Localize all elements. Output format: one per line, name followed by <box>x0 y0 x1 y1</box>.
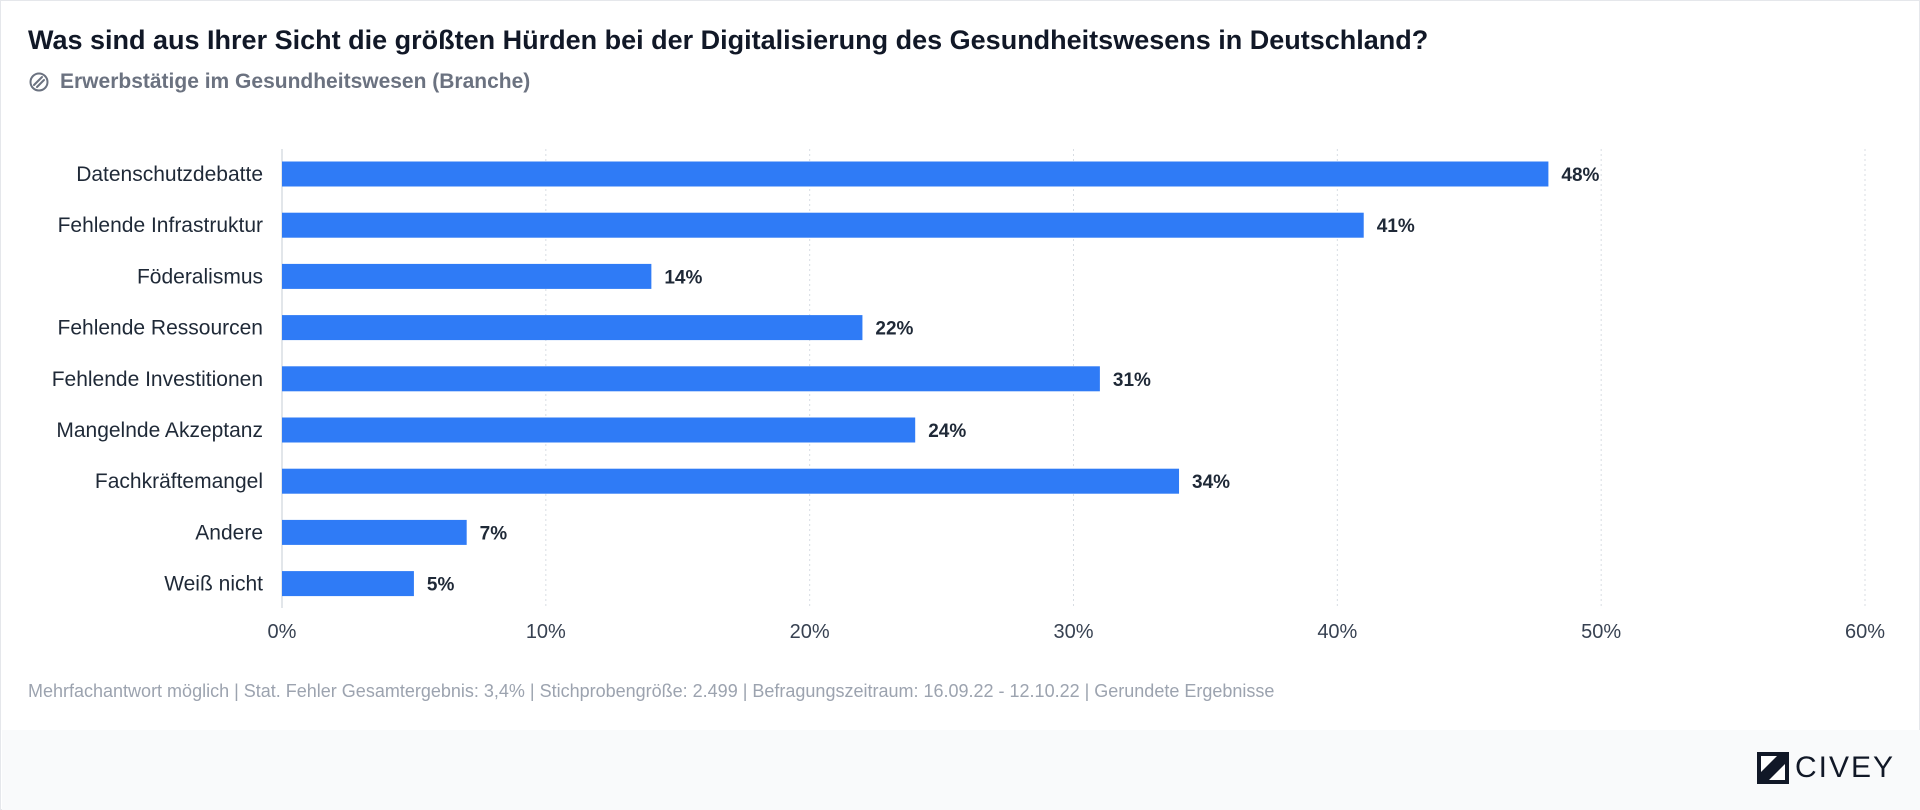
value-label: 41% <box>1377 216 1415 237</box>
value-label: 24% <box>928 421 966 442</box>
category-label: Mangelnde Akzeptanz <box>56 419 263 442</box>
category-label: Fachkräftemangel <box>95 470 263 493</box>
x-tick-label: 30% <box>1053 621 1093 643</box>
segment-icon <box>29 72 49 92</box>
value-label: 22% <box>875 319 913 340</box>
subtitle-row: Erwerbstätige im Gesundheitswesen (Branc… <box>28 69 530 95</box>
value-label: 7% <box>480 523 508 544</box>
bar <box>282 366 1100 392</box>
footer-band <box>2 730 1920 810</box>
value-label: 48% <box>1561 165 1599 186</box>
bar <box>282 263 652 289</box>
category-label: Fehlende Investitionen <box>52 368 263 391</box>
x-tick-label: 20% <box>790 621 830 643</box>
brand: CIVEY <box>1756 750 1895 786</box>
value-label: 5% <box>427 575 455 596</box>
chart-title: Was sind aus Ihrer Sicht die größten Hür… <box>28 25 1429 55</box>
bar-chart: 0% 10% 20% 30% 40% 50% 60% Datenschutzdebatte 48… <box>52 149 1885 643</box>
value-label: 34% <box>1192 472 1230 493</box>
value-label: 31% <box>1113 370 1151 391</box>
category-label: Andere <box>195 521 263 544</box>
bar <box>282 315 863 341</box>
civey-logo-icon <box>1756 752 1789 784</box>
x-tick-label: 60% <box>1845 621 1885 643</box>
footnote: Mehrfachantwort möglich | Stat. Fehler G… <box>28 681 1275 701</box>
bar <box>282 571 414 597</box>
category-label: Föderalismus <box>137 265 263 288</box>
brand-name: CIVEY <box>1794 751 1895 784</box>
x-tick-label: 10% <box>526 621 566 643</box>
x-tick-label: 0% <box>268 621 297 643</box>
category-label: Fehlende Ressourcen <box>58 317 263 340</box>
x-tick-label: 40% <box>1317 621 1357 643</box>
bar <box>282 417 916 443</box>
bar <box>282 212 1364 238</box>
value-label: 14% <box>664 267 702 288</box>
bar <box>282 519 467 545</box>
category-label: Datenschutzdebatte <box>76 163 263 186</box>
x-tick-label: 50% <box>1581 621 1621 643</box>
bar <box>282 468 1180 494</box>
chart-subtitle: Erwerbstätige im Gesundheitswesen (Branc… <box>60 70 531 93</box>
category-label: Weiß nicht <box>164 573 263 596</box>
bar <box>282 161 1549 187</box>
category-label: Fehlende Infrastruktur <box>58 214 263 237</box>
